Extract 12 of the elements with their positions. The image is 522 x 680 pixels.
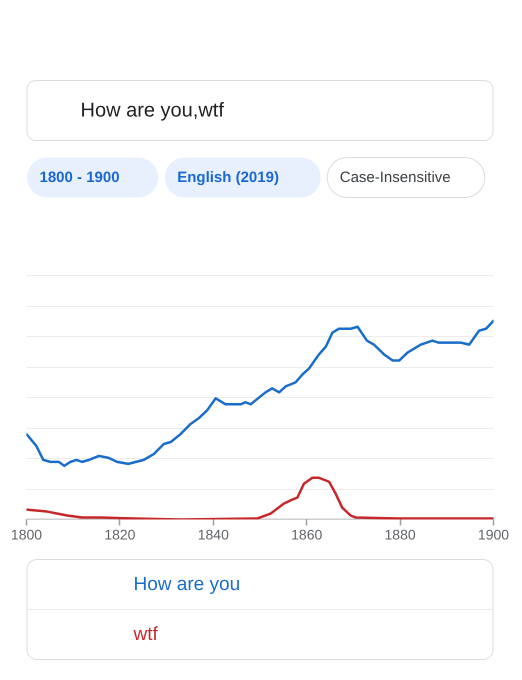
- x-tick-label: 1820: [104, 526, 136, 542]
- x-tick-label: 1900: [478, 526, 510, 542]
- x-tick-label: 1840: [198, 526, 230, 542]
- x-tick-label: 1800: [10, 526, 42, 542]
- text: 1800 - 1900: [40, 169, 120, 186]
- text: wtf: [132, 624, 158, 645]
- text: English (2019): [177, 169, 279, 186]
- text: Case-Insensitive: [340, 169, 451, 186]
- text: How are you: [134, 574, 240, 595]
- x-tick-label: 1860: [291, 526, 322, 542]
- chart-title: How are you,wtf: [80, 100, 224, 122]
- x-tick-label: 1880: [384, 526, 416, 542]
